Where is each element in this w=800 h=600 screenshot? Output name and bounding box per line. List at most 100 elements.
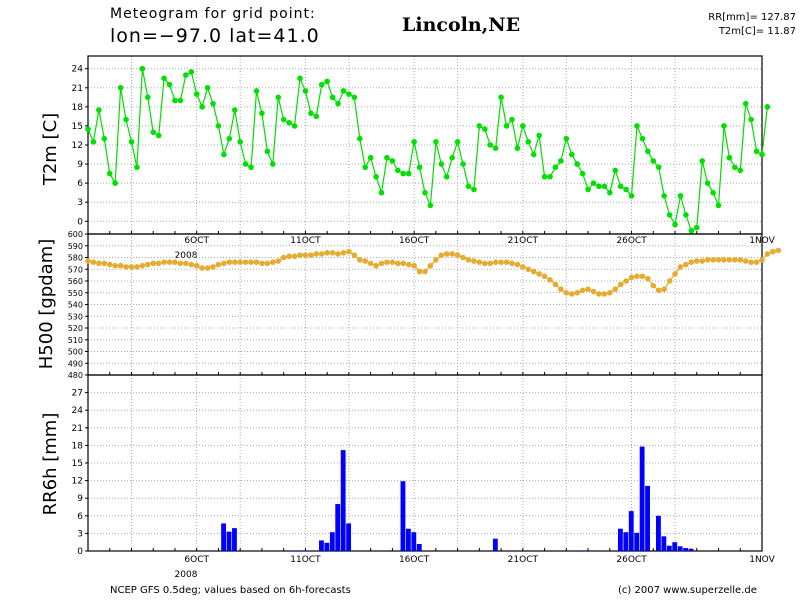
h500-ytick-label: 540 [68,301,83,310]
t2m-point [193,91,200,97]
t2m-point [259,110,265,117]
h500-point [193,262,200,269]
t2m-point [623,186,629,193]
h500-point [764,251,771,257]
h500-point [753,259,760,266]
rr6h-xtick-label: 26OCT [616,555,647,565]
rr6h-bar [623,532,629,551]
t2m-point [264,148,271,155]
h500-point [150,260,157,267]
h500-point [481,260,488,267]
t2m-point [721,123,727,129]
t2m-point [280,116,287,123]
rr6h-frame [87,374,763,552]
rr6h-bar [319,540,324,551]
t2m-point [628,193,635,199]
header-line2: lon=−97.0 lat=41.0 [110,25,320,47]
h500-point [237,259,243,266]
t2m-xtick-label: 16OCT [399,236,430,246]
h500-point [248,259,254,266]
t2m-point [715,202,722,209]
h500-point [253,259,260,266]
t2m-point [509,116,515,123]
h500-point [683,261,689,268]
h500-point [270,259,276,266]
t2m-point [362,164,369,171]
h500-point [210,264,216,270]
h500-point [770,248,776,255]
h500-point [492,259,499,266]
h500-point [106,261,113,268]
h500-point [226,259,233,266]
rr6h-bar [340,450,346,551]
h500-point [509,260,515,267]
t2m-point [161,75,167,82]
h500-point [558,286,564,293]
h500-point [346,248,352,255]
h500-point [465,257,472,263]
h500-point [726,257,733,263]
rr6h-bar [335,504,341,551]
t2m-point [449,154,455,161]
h500-ytick-label: 570 [68,265,83,274]
rr6h-ytick-label: 15 [72,459,83,469]
rr6h-bar [661,536,667,551]
rr6h-ytick-label: 3 [77,529,83,539]
h500-point [340,250,347,256]
t2m-point [666,212,673,218]
footer-copyright: (c) 2007 www.superzelle.de [618,585,757,596]
t2m-point [601,183,608,190]
h500-point [204,265,211,271]
h500-point [264,260,271,267]
t2m-point [318,81,325,88]
h500-point [585,286,591,293]
city-name: Lincoln,NE [402,14,521,36]
t2m-point [177,97,184,104]
t2m-point [416,164,423,171]
h500-point [183,260,189,267]
h500-point [275,258,282,264]
t2m-point [117,84,124,91]
t2m-point [530,151,537,158]
h500-point [389,259,396,266]
rr6h-bar [226,531,232,551]
t2m-point [520,123,526,129]
h500-point [405,261,412,268]
rr6h-bar [411,532,417,551]
rr6h-ylabel: RR6h [mm] [40,413,61,516]
t2m-point [183,72,189,78]
t2m-point [563,135,570,142]
footer-source: NCEP GFS 0.5deg; values based on 6h-fore… [110,585,351,596]
h500-point [128,264,135,270]
h500-point [155,260,162,267]
h500-point [530,268,537,275]
t2m-point [471,186,477,193]
h500-point [601,291,608,297]
t2m-point [753,148,760,155]
t2m-point [134,164,140,171]
h500-point [574,289,580,296]
rr6h-bar [666,545,672,551]
t2m-ytick-label: 9 [77,160,83,170]
h500-point [291,253,298,260]
t2m-point [492,145,499,151]
t2m-point [558,158,564,164]
h500-point [335,251,341,257]
t2m-point [634,123,640,129]
t2m-xtick-label: 11OCT [290,236,321,246]
h500-point [563,289,570,296]
rr6h-bar [579,550,585,551]
h500-point [476,259,483,266]
t2m-point [139,65,146,72]
t2m-xtick-label: 21OCT [508,236,539,246]
h500-ytick-label: 600 [68,230,83,239]
h500-point [634,273,640,280]
rr6h-bar [628,511,634,551]
h500-point [362,258,369,264]
t2m-point [400,170,407,177]
rr6h-ytick-label: 6 [77,512,83,522]
h500-point [297,252,303,258]
h500-point [612,286,619,293]
h500-point [552,281,559,288]
t2m-point [579,170,586,177]
